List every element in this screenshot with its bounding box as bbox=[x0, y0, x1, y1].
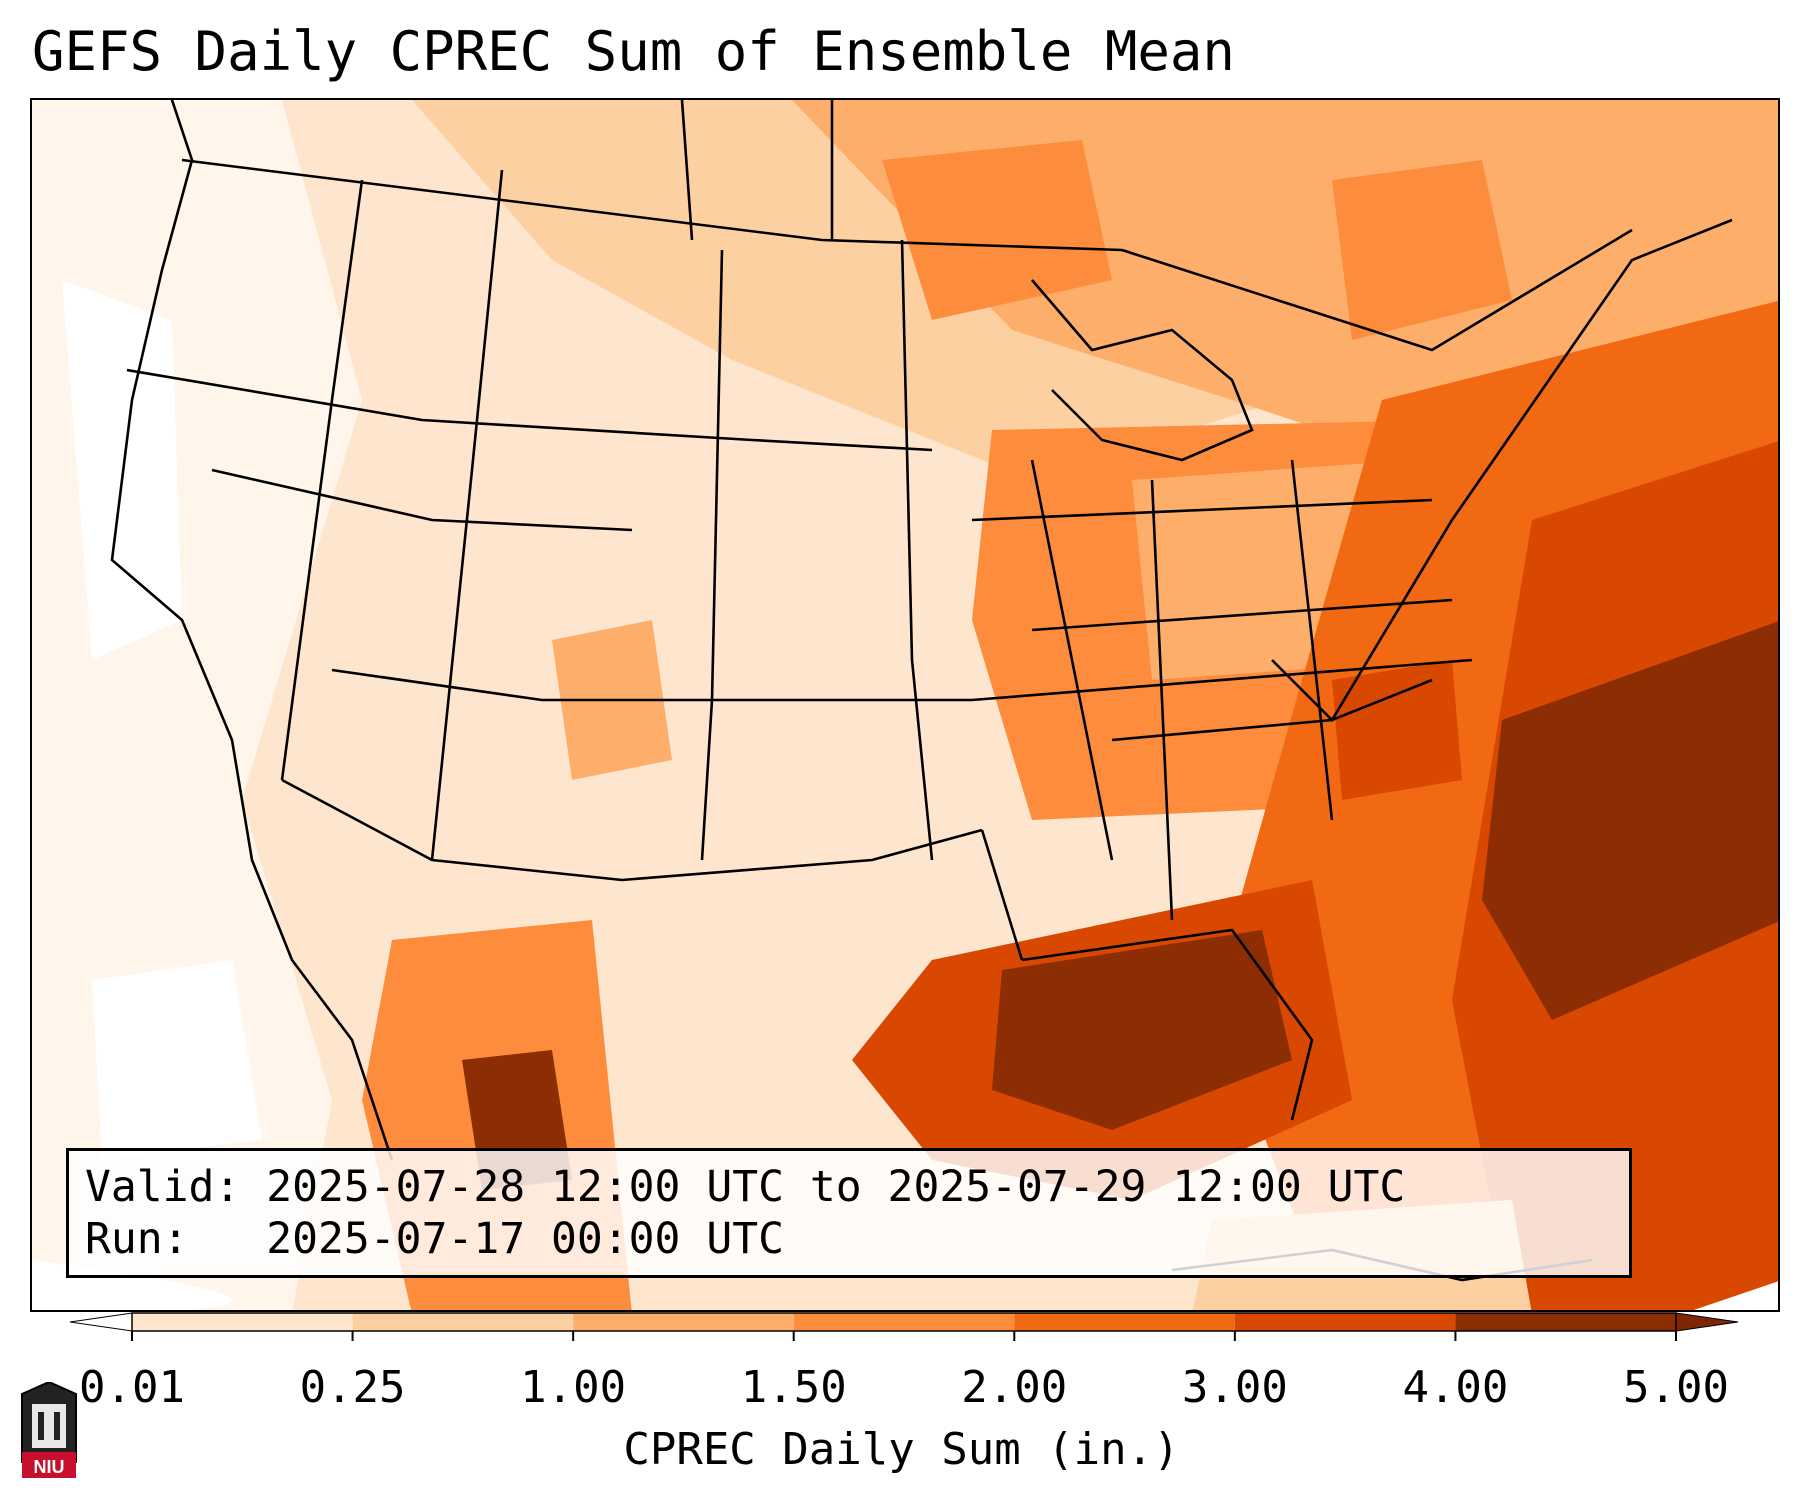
colorbar-box bbox=[132, 1313, 353, 1331]
great-lakes bbox=[1031, 279, 1254, 462]
state-line-v6 bbox=[680, 100, 694, 241]
colorbar-tick-label: 3.00 bbox=[1181, 1362, 1288, 1413]
gulf-max-region bbox=[992, 930, 1292, 1130]
east-coastline bbox=[1271, 218, 1733, 723]
info-box: Valid: 2025-07-28 12:00 UTC to 2025-07-2… bbox=[66, 1148, 1632, 1278]
state-line-v2 bbox=[430, 169, 504, 861]
valid-label: Valid: bbox=[85, 1162, 241, 1212]
colorbar-tick-label: 5.00 bbox=[1623, 1362, 1729, 1413]
state-line-v7 bbox=[1030, 459, 1114, 861]
colorbar-over-extension bbox=[1675, 1312, 1739, 1332]
niu-logo: NIU bbox=[21, 1382, 77, 1478]
pacific-coastline bbox=[110, 100, 394, 1161]
colorbar-tick-label: 1.00 bbox=[520, 1362, 627, 1413]
us-mexico-border bbox=[281, 778, 983, 882]
colorbar-outline bbox=[131, 1312, 1677, 1332]
colorbar-box bbox=[573, 1313, 794, 1331]
state-line-2 bbox=[211, 468, 633, 532]
colorbar bbox=[69, 1310, 1739, 1350]
state-line-5 bbox=[1031, 598, 1453, 632]
run-value: 2025-07-17 00:00 UTC bbox=[266, 1214, 784, 1264]
precip-map bbox=[32, 100, 1778, 1310]
state-line-v1 bbox=[280, 179, 364, 781]
canada-border-west bbox=[181, 158, 1123, 252]
colorbar-box bbox=[1455, 1313, 1676, 1331]
colorbar-tick-label: 0.25 bbox=[299, 1362, 406, 1413]
colorbar-box bbox=[1234, 1313, 1456, 1331]
state-line-4 bbox=[971, 498, 1433, 522]
state-line-v3 bbox=[700, 249, 724, 861]
gulf-coastline bbox=[1021, 928, 1314, 1121]
state-line-v8 bbox=[1150, 479, 1174, 921]
colorbar-tick-label: 0.01 bbox=[79, 1362, 185, 1413]
logo-text: NIU bbox=[34, 1457, 65, 1477]
canada-border-east bbox=[1121, 228, 1633, 352]
valid-value: 2025-07-28 12:00 UTC to 2025-07-29 12:00… bbox=[266, 1162, 1406, 1212]
carolina-region bbox=[1332, 660, 1462, 800]
valid-line: Valid: 2025-07-28 12:00 UTC to 2025-07-2… bbox=[85, 1161, 1629, 1213]
minnesota-band bbox=[882, 140, 1112, 320]
state-line-1 bbox=[126, 368, 933, 452]
state-line-v4 bbox=[900, 239, 934, 861]
map-panel bbox=[30, 98, 1780, 1312]
pacific-dry-region-south bbox=[92, 960, 262, 1160]
colorbar-tick-label: 1.50 bbox=[740, 1362, 847, 1413]
colorbar-tick-label: 2.00 bbox=[961, 1362, 1068, 1413]
state-line-v9 bbox=[1290, 459, 1334, 821]
run-label: Run: bbox=[85, 1214, 189, 1264]
colorbar-tick-label: 4.00 bbox=[1402, 1362, 1509, 1413]
map-title: GEFS Daily CPREC Sum of Ensemble Mean bbox=[32, 20, 1235, 83]
colorbar-svg bbox=[69, 1312, 1739, 1341]
texas-coast bbox=[980, 829, 1024, 961]
colorbar-under-extension bbox=[69, 1312, 133, 1332]
ontario-band bbox=[1332, 160, 1512, 340]
colorbar-box bbox=[352, 1313, 574, 1331]
globe-edge-right bbox=[1693, 1281, 1778, 1310]
run-line: Run: 2025-07-17 00:00 UTC bbox=[85, 1213, 1629, 1265]
state-line-3 bbox=[331, 658, 1473, 702]
atlantic-max-region bbox=[1482, 621, 1778, 1020]
colorbar-title: CPREC Daily Sum (in.) bbox=[623, 1424, 1180, 1475]
colorbar-box bbox=[1014, 1313, 1235, 1331]
colorbar-box bbox=[793, 1313, 1015, 1331]
boundaries bbox=[110, 100, 1733, 1282]
